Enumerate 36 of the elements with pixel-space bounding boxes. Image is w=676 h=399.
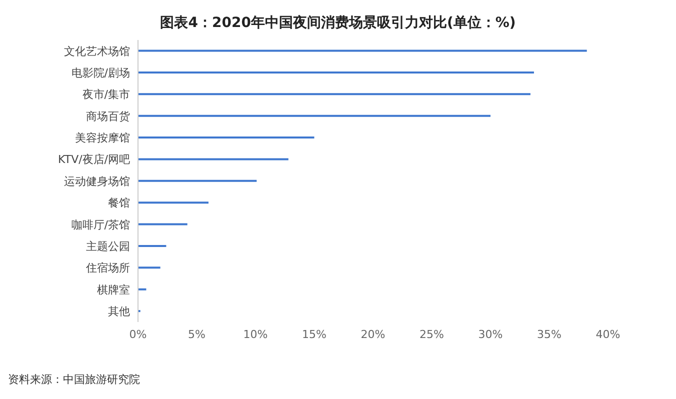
bar bbox=[138, 223, 188, 226]
y-tick-label: 夜市/集市 bbox=[82, 88, 130, 102]
y-tick-label: KTV/夜店/网吧 bbox=[58, 153, 130, 166]
x-tick-label: 35% bbox=[537, 328, 562, 341]
bar bbox=[138, 180, 257, 182]
x-tick-label: 10% bbox=[243, 328, 268, 341]
chart-title: 图表4：2020年中国夜间消费场景吸引力对比(单位：%) bbox=[159, 14, 517, 32]
bar bbox=[138, 158, 288, 160]
bar bbox=[138, 114, 490, 117]
x-tick-label: 0% bbox=[129, 328, 147, 341]
y-tick-label: 文化艺术场馆 bbox=[64, 44, 130, 58]
x-tick-label: 40% bbox=[596, 328, 620, 341]
bar bbox=[138, 71, 534, 74]
y-tick-label: 其他 bbox=[108, 305, 130, 318]
y-tick-label: 主题公园 bbox=[86, 240, 130, 253]
y-tick-label: 住宿场所 bbox=[86, 262, 130, 275]
y-tick-label: 餐馆 bbox=[108, 196, 130, 210]
bar bbox=[138, 93, 530, 96]
bar bbox=[138, 266, 160, 269]
bar bbox=[138, 50, 587, 52]
x-tick-label: 20% bbox=[360, 328, 386, 341]
x-tick-label: 5% bbox=[188, 328, 206, 341]
x-tick-label: 15% bbox=[302, 328, 326, 341]
bar bbox=[138, 202, 208, 204]
bar bbox=[138, 244, 166, 247]
x-tick-label: 30% bbox=[478, 328, 503, 341]
text: 资料来源：中国旅游研究院 bbox=[8, 372, 140, 387]
y-tick-label: 咖啡厅/茶馆 bbox=[71, 218, 130, 232]
x-tick-label: 25% bbox=[420, 328, 444, 341]
y-tick-label: 棋牌室 bbox=[97, 283, 130, 296]
y-tick-label: 商场百货 bbox=[86, 110, 130, 123]
bar bbox=[138, 136, 314, 139]
y-tick-label: 美容按摩馆 bbox=[75, 132, 130, 145]
bar bbox=[138, 288, 146, 290]
y-tick-label: 运动健身场馆 bbox=[64, 174, 130, 188]
y-tick-label: 电影院/剧场 bbox=[71, 66, 130, 80]
